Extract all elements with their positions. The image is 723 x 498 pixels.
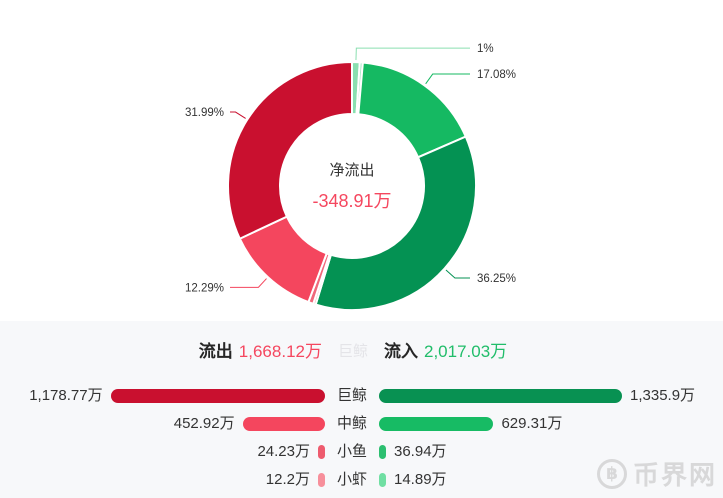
inflow-total-value: 2,017.03万 — [424, 342, 508, 361]
inflow-bar-小虾[interactable] — [379, 473, 386, 487]
inflow-bar-小鱼[interactable] — [379, 445, 386, 459]
outflow-bar-小鱼[interactable] — [318, 445, 325, 459]
donut-chart: 1% 17.08% 36.25% 12.29% 31.99% — [185, 43, 516, 311]
net-flow-title: 净流出 — [329, 162, 375, 179]
outflow-label: 流出 — [198, 342, 233, 361]
flow-summary-header: 流出 1,668.12万 巨鲸 流入 2,017.03万 — [199, 341, 507, 363]
inflow-bar-巨鲸[interactable] — [379, 389, 622, 403]
pct-label: 31.99% — [185, 107, 224, 119]
pie-segment-巨鲸-流入[interactable] — [314, 135, 477, 311]
outflow-value-中鲸: 452.92万 — [173, 415, 235, 432]
inflow-value-小鱼: 36.94万 — [394, 443, 447, 460]
outflow-value-巨鲸: 1,178.77万 — [29, 387, 103, 404]
label-leader-line — [355, 47, 470, 61]
watermark: ฿ 币界网 — [596, 455, 717, 492]
tier-label-巨鲸: 巨鲸 — [336, 387, 368, 404]
inflow-value-小虾: 14.89万 — [394, 471, 447, 488]
pct-label: 12.29% — [185, 282, 224, 294]
pct-label: 17.08% — [477, 69, 516, 81]
outflow-bar-巨鲸[interactable] — [110, 389, 325, 403]
tier-label-小虾: 小虾 — [336, 471, 368, 488]
label-leader-line — [445, 269, 470, 279]
tier-label-小鱼: 小鱼 — [336, 443, 368, 460]
outflow-total-value: 1,668.12万 — [238, 342, 322, 361]
outflow-bar-中鲸[interactable] — [242, 417, 325, 431]
inflow-value-巨鲸: 1,335.9万 — [630, 387, 696, 404]
outflow-value-小虾: 12.2万 — [265, 471, 310, 488]
inflow-label: 流入 — [384, 342, 419, 361]
watermark-text: 币界网 — [632, 460, 717, 490]
inflow-bar-中鲸[interactable] — [379, 417, 494, 431]
outflow-bar-小虾[interactable] — [318, 473, 325, 487]
tier-label-中鲸: 中鲸 — [336, 415, 368, 432]
outflow-value-小鱼: 24.23万 — [257, 443, 310, 460]
pct-label: 36.25% — [477, 273, 516, 285]
label-leader-line — [230, 111, 246, 119]
net-flow-value: -348.91万 — [312, 191, 392, 211]
label-leader-line — [230, 278, 267, 288]
coin-icon: ฿ — [596, 458, 627, 489]
pct-label: 1% — [477, 43, 494, 55]
pie-segment-巨鲸-流出[interactable] — [227, 60, 353, 241]
inflow-value-中鲸: 629.31万 — [501, 415, 563, 432]
hovered-item-label: 巨鲸 — [337, 343, 369, 360]
donut-center-label: 净流出 -348.91万 — [312, 159, 391, 213]
label-leader-line — [425, 73, 470, 85]
